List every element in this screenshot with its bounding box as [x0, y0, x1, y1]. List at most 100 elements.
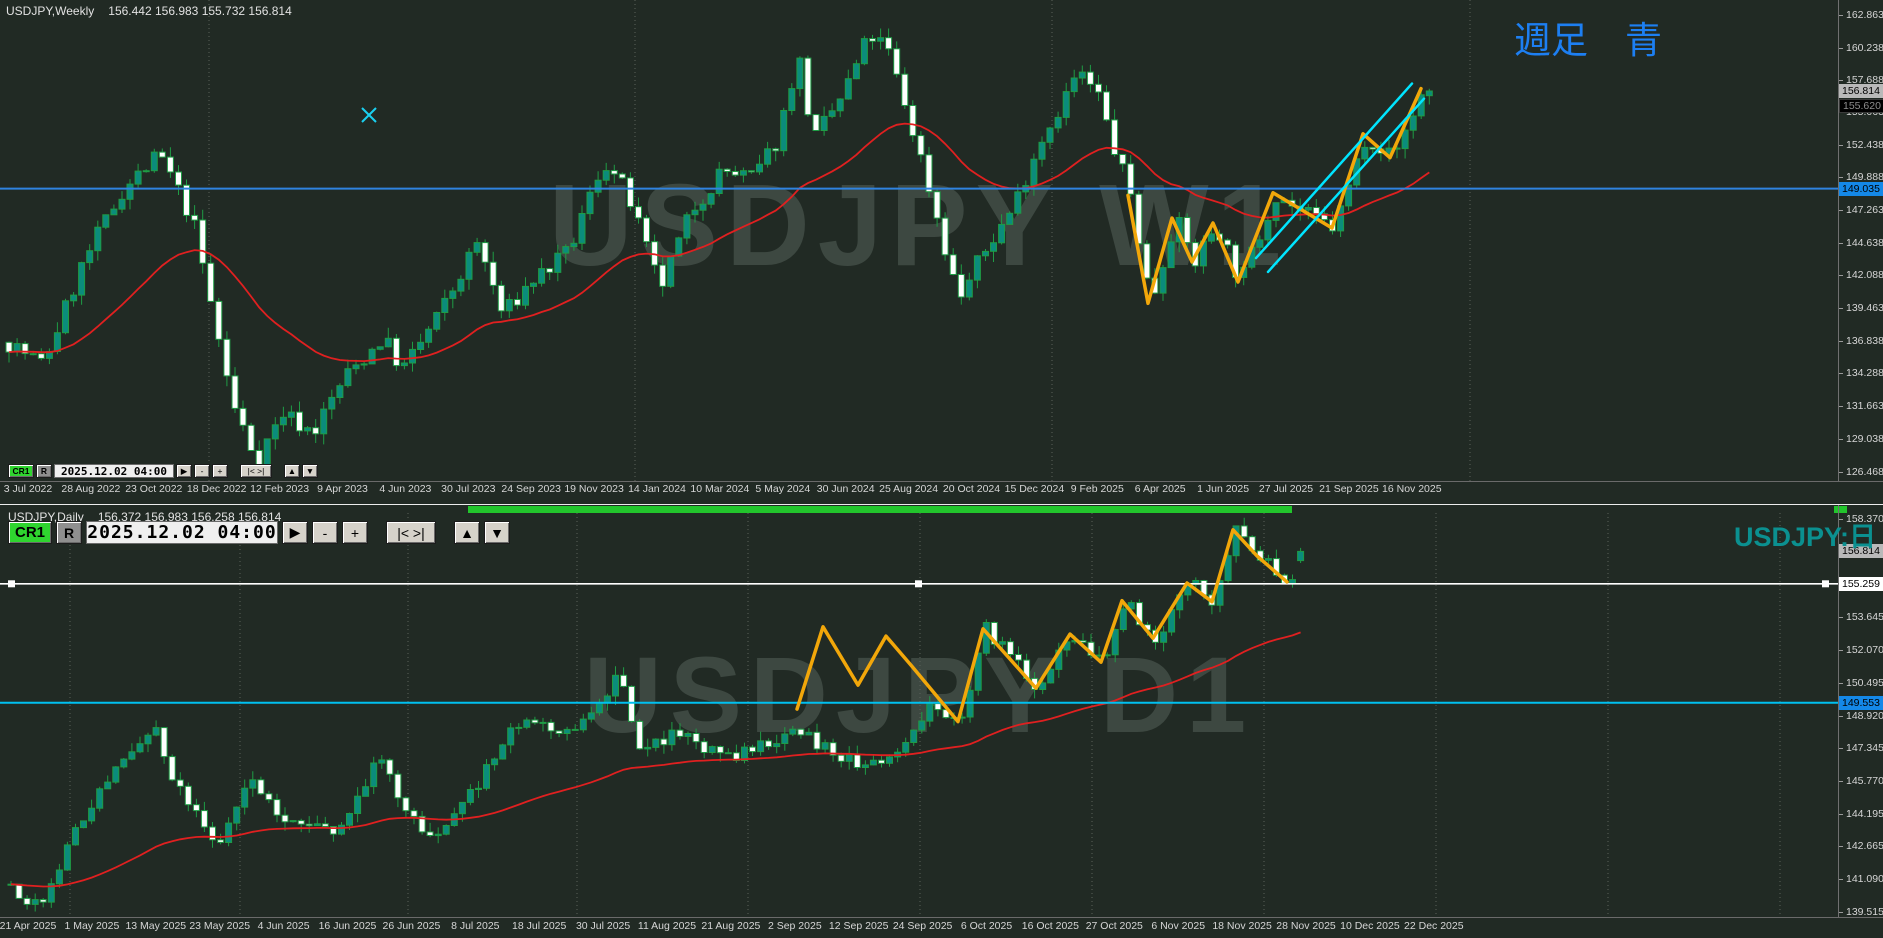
date-label: 22 Dec 2025 [1404, 920, 1464, 932]
weekly-time-axis-border [0, 481, 1883, 482]
date-label: 6 Oct 2025 [960, 920, 1013, 932]
mode-button[interactable]: R [56, 521, 82, 544]
price-tick-label: 147.263 [1839, 204, 1883, 217]
trend-line [1266, 97, 1426, 274]
date-label: 5 May 2024 [755, 483, 811, 495]
candle-wicks [10, 517, 1302, 912]
daily-title: USDJPY,Daily 156.372 156.983 156.258 156.… [8, 510, 281, 524]
step-up-button[interactable]: ▲ [454, 521, 480, 544]
date-label: 18 Nov 2025 [1212, 920, 1272, 932]
price-tick-label: 139.463 [1839, 302, 1883, 315]
play-button[interactable]: ▶ [282, 521, 308, 544]
range-button[interactable]: |< >| [240, 464, 272, 478]
date-label: 21 Aug 2025 [701, 920, 761, 932]
date-label: 26 Jun 2025 [382, 920, 441, 932]
date-label: 27 Jul 2025 [1258, 483, 1314, 495]
price-tick-label: 157.688 [1839, 74, 1883, 87]
step-down-button[interactable]: ▼ [302, 464, 318, 478]
price-marker-bid: 155.620 [1839, 98, 1883, 113]
weekly-toolbar: CR1 R 2025.12.02 04:00 ▶ - + |< >| ▲ ▼ [8, 464, 318, 478]
date-label: 9 Apr 2023 [317, 483, 368, 495]
window-separator[interactable] [0, 504, 1883, 505]
price-tick-label: 129.038 [1839, 433, 1883, 446]
date-label: 16 Nov 2025 [1382, 483, 1442, 495]
daily-price-axis[interactable]: 158.370 153.645 152.070 150.495 148.920 147.3… [1838, 505, 1883, 918]
zoom-out-button[interactable]: - [312, 521, 338, 544]
daily-ohlc-values: 156.372 156.983 156.258 156.814 [97, 510, 282, 524]
date-label: 30 Jul 2025 [575, 920, 631, 932]
price-tick-label: 152.438 [1839, 139, 1883, 152]
date-label: 10 Dec 2025 [1340, 920, 1400, 932]
date-label: 23 May 2025 [189, 920, 251, 932]
date-label: 4 Jun 2023 [379, 483, 432, 495]
date-label: 28 Nov 2025 [1276, 920, 1336, 932]
price-tick-label: 142.088 [1839, 269, 1883, 282]
daily-chart[interactable] [0, 513, 1838, 917]
step-down-button[interactable]: ▼ [484, 521, 510, 544]
price-tick-label: 142.665 [1839, 840, 1883, 853]
zoom-in-button[interactable]: + [212, 464, 228, 478]
daily-time-axis[interactable]: 21 Apr 2025 1 May 2025 13 May 2025 23 May 2… [0, 920, 1838, 936]
price-tick-label: 150.495 [1839, 677, 1883, 690]
bear-candles [5, 37, 1401, 467]
weekly-annotation-label: 週足 青 [1514, 20, 1662, 61]
date-label: 23 Oct 2022 [125, 483, 183, 495]
step-up-button[interactable]: ▲ [284, 464, 300, 478]
date-label: 4 Jun 2025 [257, 920, 310, 932]
price-tick-label: 152.070 [1839, 644, 1883, 657]
price-tick-label: 160.238 [1839, 42, 1883, 55]
price-marker-last: 156.814 [1839, 84, 1883, 98]
daily-toolbar: CR1 R 2025.12.02 04:00 ▶ - + |< >| ▲ ▼ [8, 521, 510, 544]
date-label: 2 Sep 2025 [767, 920, 822, 932]
date-label: 24 Sep 2025 [892, 920, 953, 932]
price-tick-label: 131.663 [1839, 400, 1883, 413]
price-tick-label: 148.920 [1839, 710, 1883, 723]
indicator-button[interactable]: CR1 [8, 464, 34, 478]
weekly-time-axis[interactable]: 3 Jul 2022 28 Aug 2022 23 Oct 2022 18 Dec 2… [0, 483, 1838, 497]
range-button[interactable]: |< >| [386, 521, 436, 544]
date-label: 25 Aug 2024 [879, 483, 939, 495]
date-label: 9 Feb 2025 [1070, 483, 1124, 495]
hline-handle [1822, 580, 1829, 588]
date-label: 10 Mar 2024 [690, 483, 750, 495]
price-tick-label: 149.888 [1839, 171, 1883, 184]
datetime-field[interactable]: 2025.12.02 04:00 [86, 521, 278, 544]
weekly-price-axis[interactable]: 162.863160.238157.688155.063152.438149.8… [1838, 0, 1883, 481]
indicator-button[interactable]: CR1 [8, 521, 52, 544]
datetime-field[interactable]: 2025.12.02 04:00 [54, 464, 174, 478]
weekly-ohlc-values: 156.442 156.983 155.732 156.814 [108, 4, 292, 18]
price-tick-label: 145.770 [1839, 775, 1883, 788]
zoom-in-button[interactable]: + [342, 521, 368, 544]
date-label: 16 Oct 2025 [1021, 920, 1079, 932]
play-button[interactable]: ▶ [176, 464, 192, 478]
price-tick-label: 162.863 [1839, 9, 1883, 22]
date-label: 1 May 2025 [64, 920, 120, 932]
price-tick-label: 136.838 [1839, 335, 1883, 348]
date-label: 20 Oct 2024 [942, 483, 1001, 495]
price-tick-label: 153.645 [1839, 611, 1883, 624]
zoom-out-button[interactable]: - [194, 464, 210, 478]
date-label: 18 Dec 2022 [186, 483, 247, 495]
date-label: 15 Dec 2024 [1004, 483, 1065, 495]
bull-candles [7, 525, 1305, 905]
date-label: 18 Jul 2025 [512, 920, 567, 932]
date-label: 27 Oct 2025 [1085, 920, 1143, 932]
zigzag-line [795, 528, 1289, 724]
price-marker-blue: 149.035 [1839, 181, 1883, 196]
daily-symbol-period: USDJPY,Daily [8, 510, 84, 524]
loaded-range-bar [468, 506, 1292, 513]
date-label: 12 Feb 2023 [250, 483, 310, 495]
weekly-title: USDJPY,Weekly 156.442 156.983 155.732 156… [6, 4, 292, 18]
date-label: 6 Nov 2025 [1151, 920, 1206, 932]
mode-button[interactable]: R [36, 464, 52, 478]
date-label: 30 Jun 2024 [816, 483, 875, 495]
weekly-chart[interactable] [0, 0, 1838, 481]
date-label: 21 Apr 2025 [0, 920, 57, 932]
candle-wicks [8, 28, 1430, 475]
daily-time-axis-border [0, 917, 1883, 918]
date-label: 28 Aug 2022 [61, 483, 121, 495]
zigzag-line [1126, 86, 1423, 306]
price-marker-white: 155.259 [1839, 576, 1883, 591]
date-label: 30 Jul 2023 [441, 483, 496, 495]
